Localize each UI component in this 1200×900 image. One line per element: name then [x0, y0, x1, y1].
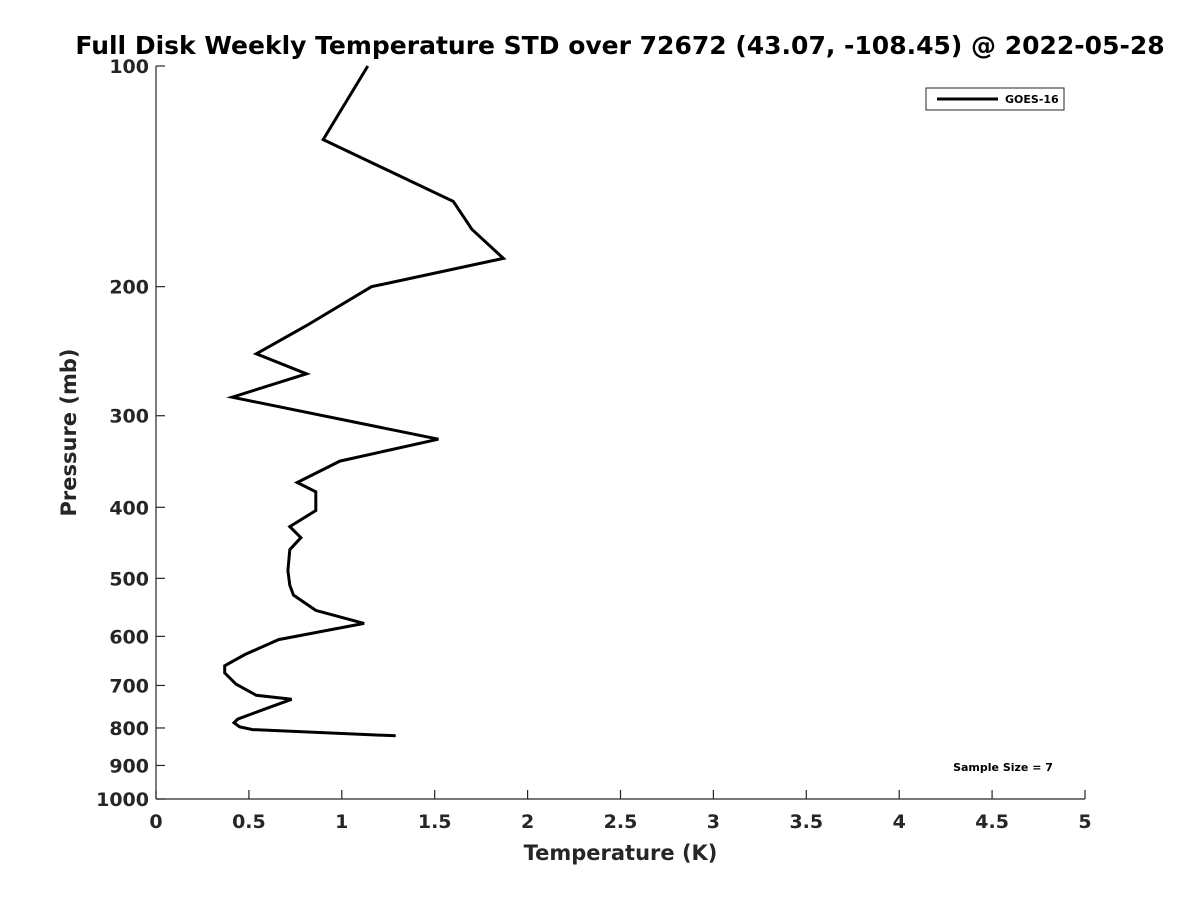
y-tick-label: 700	[109, 675, 149, 697]
x-ticks: 0 0.5 1 1.5 2 2.5 3 3.5 4 4.5 5	[149, 790, 1092, 833]
series-line-goes-16	[223, 65, 507, 738]
y-tick-label: 1000	[96, 789, 149, 811]
legend-label-goes-16: GOES-16	[1005, 93, 1059, 106]
x-tick-label: 0	[149, 811, 162, 833]
x-tick-label: 1.5	[418, 811, 452, 833]
y-tick-label: 300	[109, 406, 149, 428]
y-tick-label: 600	[109, 626, 149, 648]
y-tick-label: 200	[109, 277, 149, 299]
series-group	[223, 65, 507, 738]
y-tick-label: 100	[109, 56, 149, 78]
x-tick-label: 4	[893, 811, 906, 833]
y-tick-label: 900	[109, 755, 149, 777]
y-axis-label: Pressure (mb)	[57, 349, 81, 517]
x-tick-label: 3.5	[789, 811, 823, 833]
y-ticks: 100 200 300 400 500 600 700 800 900 1000	[96, 56, 165, 811]
y-tick-label: 800	[109, 718, 149, 740]
y-tick-label: 500	[109, 568, 149, 590]
x-tick-label: 4.5	[975, 811, 1009, 833]
x-tick-label: 1	[335, 811, 348, 833]
legend: GOES-16	[925, 87, 1065, 111]
x-tick-label: 3	[707, 811, 720, 833]
x-tick-label: 2	[521, 811, 534, 833]
x-tick-label: 0.5	[232, 811, 266, 833]
chart-title: Full Disk Weekly Temperature STD over 72…	[75, 31, 1164, 60]
x-tick-label: 5	[1078, 811, 1091, 833]
sample-size-annotation: Sample Size = 7	[953, 761, 1053, 774]
y-tick-label: 400	[109, 497, 149, 519]
x-axis-label: Temperature (K)	[524, 841, 718, 865]
axes	[155, 66, 1085, 800]
x-tick-label: 2.5	[604, 811, 638, 833]
